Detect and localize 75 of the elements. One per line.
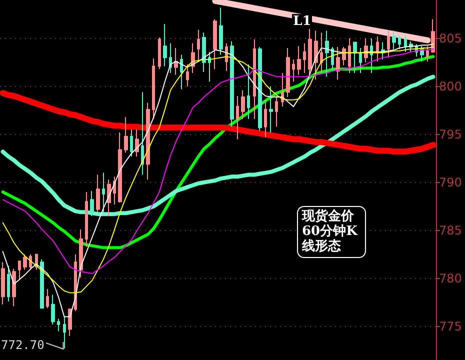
candlestick (135, 129, 139, 157)
candlestick (292, 59, 295, 82)
candlestick (130, 129, 133, 157)
candlestick (124, 116, 128, 154)
y-tick-label: 785 (439, 223, 462, 238)
candlestick (118, 132, 122, 204)
candlestick (180, 54, 183, 90)
note-box: 现货金价 60分钟K 线形态 (297, 206, 366, 258)
y-tick-label: 790 (439, 175, 462, 190)
candlestick (7, 265, 10, 302)
candlestick (253, 38, 256, 120)
candlestick (202, 32, 206, 72)
y-tick-label: 795 (439, 127, 462, 142)
candlestick (359, 48, 362, 74)
candlestick (314, 30, 318, 80)
candlestick (398, 35, 401, 50)
candlestick (141, 92, 144, 176)
candlestick (241, 90, 245, 120)
candlestick (208, 51, 211, 82)
candlestick (213, 18, 217, 70)
candlestick (1, 262, 5, 305)
candlestick (308, 26, 312, 76)
annotation: 772.70 (1, 338, 44, 352)
y-tick-label: 800 (439, 79, 462, 94)
y-tick-label: 805 (439, 31, 462, 46)
candlestick (353, 42, 357, 74)
candlestick (85, 192, 88, 248)
candlestick (264, 99, 267, 138)
candlestick (404, 35, 407, 52)
candlestick (336, 46, 340, 80)
candlestick (158, 36, 161, 70)
candlestick (258, 46, 262, 132)
candlestick (107, 179, 111, 216)
candlestick (247, 64, 250, 120)
candlestick (23, 254, 27, 270)
candlestick (146, 102, 150, 180)
candlestick (46, 288, 49, 309)
candlestick (297, 46, 301, 76)
candlestick (96, 174, 100, 213)
candlestick (303, 42, 306, 74)
candlestick (225, 42, 228, 72)
candlestick (169, 42, 172, 74)
candlestick (230, 40, 234, 128)
candlestick (57, 318, 60, 332)
candlestick (63, 316, 66, 349)
candlestick (320, 32, 323, 74)
y-tick-label: 775 (439, 319, 462, 334)
candlestick (186, 64, 189, 87)
candlestick (51, 294, 55, 325)
candlestick (79, 228, 83, 278)
candlestick (348, 38, 351, 74)
candlestick (174, 48, 178, 76)
candlestick (370, 38, 373, 74)
candlestick (275, 96, 278, 128)
candlestick (286, 48, 290, 98)
candlestick (90, 190, 94, 216)
candlestick (431, 18, 435, 54)
candlestick (163, 24, 167, 67)
series-label: L1 (292, 14, 312, 29)
candlestick (197, 29, 200, 62)
candlestick (392, 30, 396, 50)
candlestick (12, 268, 16, 307)
candlestick (387, 30, 390, 58)
candlestick (342, 46, 346, 66)
candlestick (152, 58, 155, 120)
candlestick (426, 46, 429, 62)
y-tick-label: 780 (439, 271, 462, 286)
candlestick (18, 260, 21, 280)
candlestick (40, 258, 44, 309)
candlestick (325, 30, 329, 78)
candlestick (376, 36, 379, 62)
candlestick (269, 86, 273, 133)
candlestick (102, 172, 105, 213)
candlestick (236, 96, 239, 140)
candlestick (219, 7, 223, 56)
